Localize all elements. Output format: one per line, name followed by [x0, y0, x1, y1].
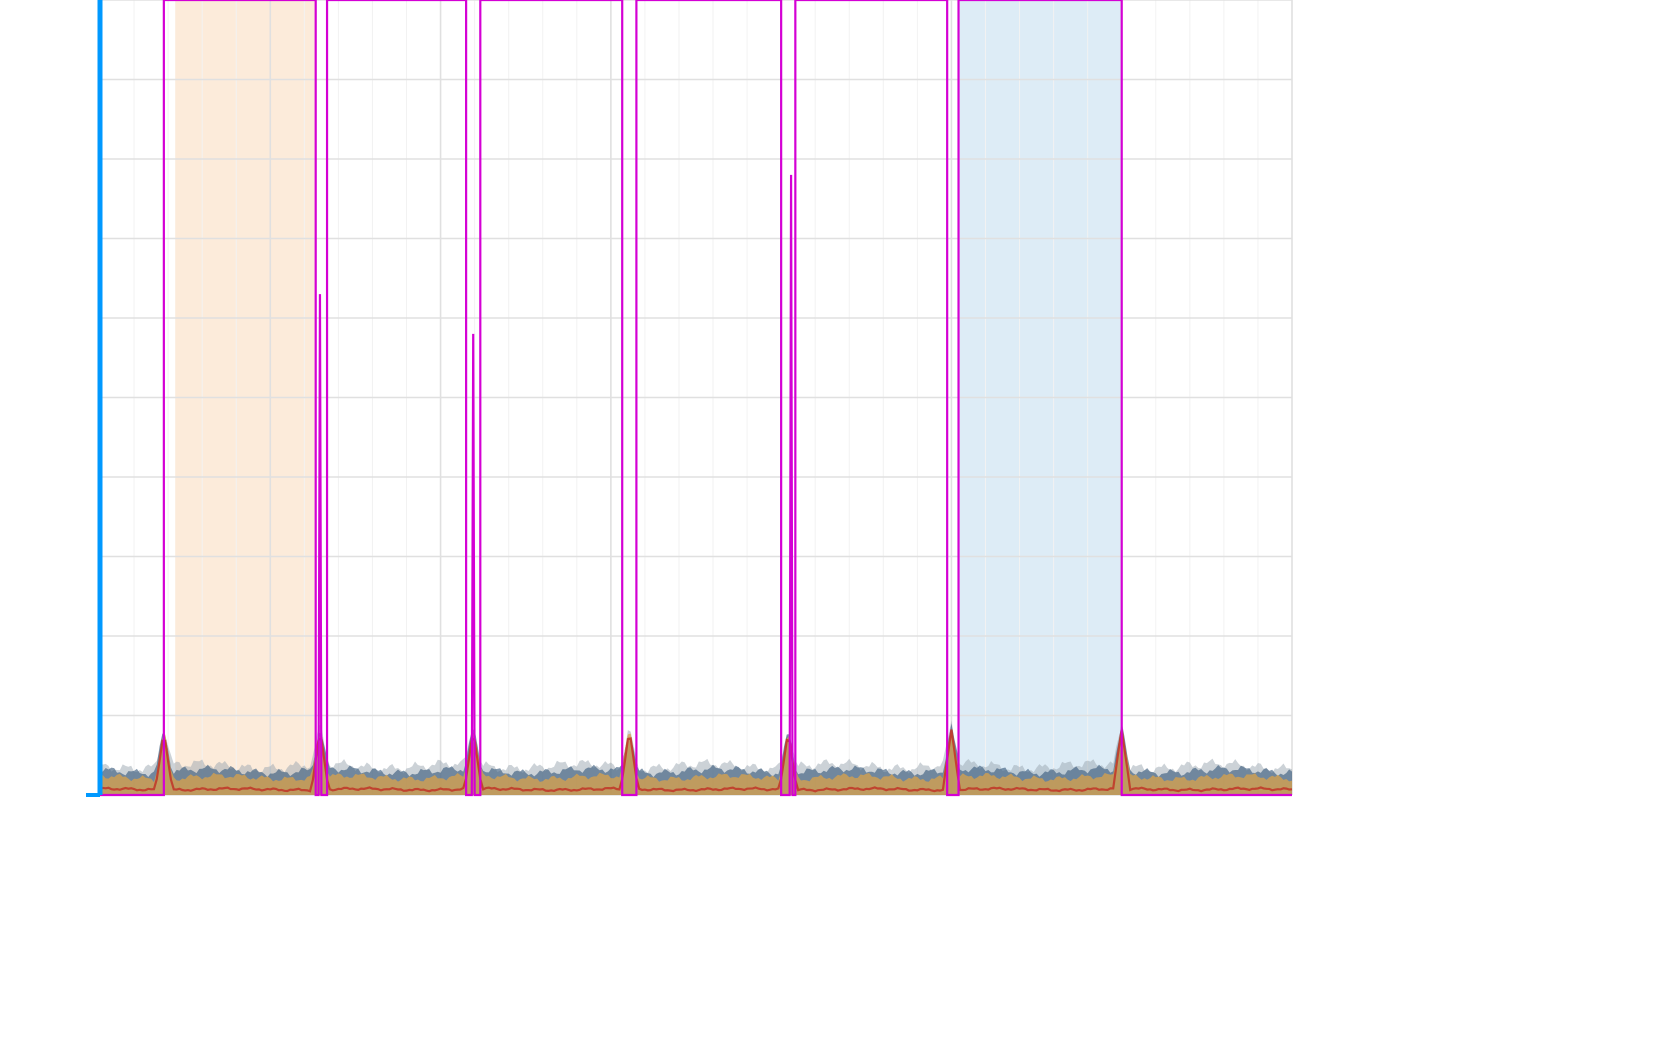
chart-container [0, 0, 1654, 1043]
chart-svg [0, 0, 1654, 1043]
